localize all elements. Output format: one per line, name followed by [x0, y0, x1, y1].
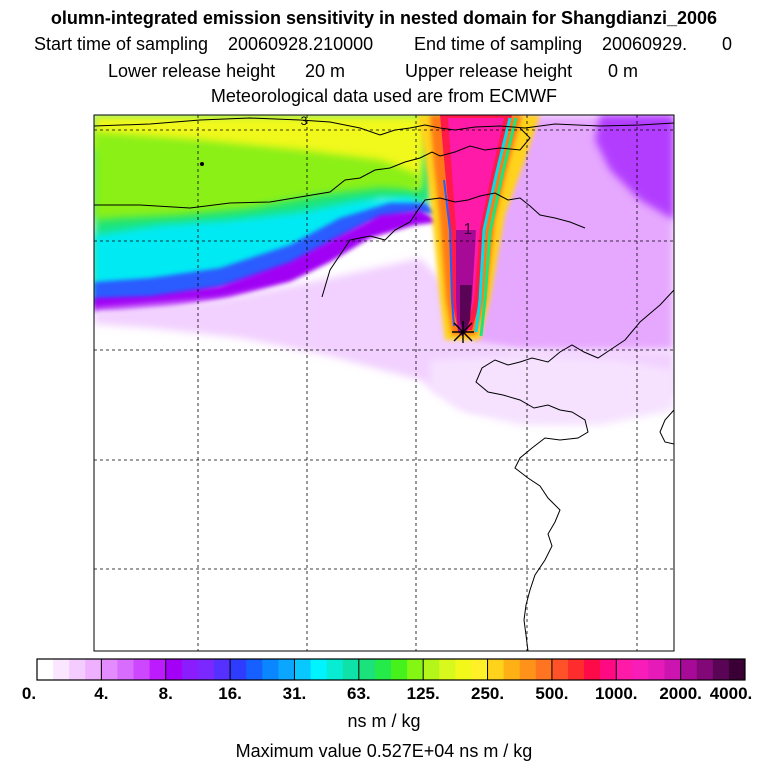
colorbar-swatch — [149, 659, 167, 680]
star-stroke — [453, 322, 473, 342]
colorbar-tick-label: 31. — [282, 684, 307, 703]
colorbar-swatch — [133, 659, 151, 680]
colorbar-swatch — [616, 659, 633, 680]
colorbar-tick-label: 16. — [218, 684, 242, 703]
lower-release-label: Lower release height — [108, 61, 276, 81]
field-blue-band — [94, 203, 440, 305]
coastlines — [94, 117, 674, 651]
colorbar-swatch — [423, 659, 440, 680]
start-time-value: 20060928.210000 — [228, 34, 374, 54]
receptor-star-icon — [452, 321, 474, 343]
marker-label: 3 — [301, 114, 308, 128]
lower-release-value: 20 m — [305, 61, 346, 81]
field-plume-fringe-3 — [443, 179, 455, 327]
colorbar-swatch — [197, 659, 215, 680]
colorbar-tick-label: 0. — [21, 684, 37, 703]
colorbar-swatch — [728, 659, 746, 680]
border-north — [94, 117, 674, 136]
colorbar-swatch — [632, 659, 649, 680]
upper-release-label: Upper release height — [405, 61, 573, 81]
field-southern-haze — [430, 355, 674, 425]
colorbar-swatch — [519, 659, 537, 680]
colorbar-swatch — [53, 659, 70, 680]
colorbar-swatch — [181, 659, 199, 680]
colorbar-swatch — [342, 659, 360, 680]
colorbar-swatch — [37, 659, 54, 680]
colorbar-units: ns m / kg — [347, 711, 421, 731]
upper-release-value: 0 m — [608, 61, 639, 81]
coast-island — [659, 409, 674, 445]
border-mid — [94, 127, 531, 209]
colorbar-swatch — [600, 659, 617, 680]
max-value: 0.527E+04 ns m / kg — [366, 741, 533, 761]
end-time-label: End time of sampling — [414, 34, 583, 54]
colorbar-swatch — [648, 659, 666, 680]
colorbar-swatch — [584, 659, 601, 680]
colorbar-swatch — [439, 659, 456, 680]
colorbar-swatch — [326, 659, 344, 680]
coast-east — [475, 289, 674, 651]
colorbar-tick-label: 500. — [535, 684, 569, 703]
colorbar-swatch — [117, 659, 135, 680]
coast-bay — [321, 192, 586, 298]
field-plume-fringe-2 — [479, 117, 518, 337]
colorbar-swatch — [487, 659, 505, 680]
field-plume-fringe — [474, 117, 512, 333]
colorbar — [37, 659, 746, 680]
grid — [94, 115, 674, 651]
colorbar-swatch — [391, 659, 408, 680]
max-value-label: Maximum value — [235, 741, 362, 761]
colorbar-swatch — [374, 659, 392, 680]
colorbar-tick-label: 2000. — [659, 684, 702, 703]
colorbar-swatch — [230, 659, 247, 680]
colorbar-swatch — [455, 659, 472, 680]
map-frame — [93, 114, 675, 652]
colorbar-swatch — [246, 659, 263, 680]
colorbar-swatch — [101, 659, 118, 680]
colorbar-swatch — [262, 659, 279, 680]
field-violet-band — [94, 210, 440, 312]
colorbar-swatch — [310, 659, 328, 680]
colorbar-swatch — [69, 659, 86, 680]
start-time-label: Start time of sampling — [34, 34, 209, 54]
colorbar-swatch — [503, 659, 521, 680]
colorbar-swatch — [358, 659, 376, 680]
colorbar-swatch — [85, 659, 102, 680]
colorbar-swatch — [165, 659, 183, 680]
colorbar-swatch — [664, 659, 682, 680]
colorbar-swatch — [680, 659, 698, 680]
field-east-violet — [595, 115, 674, 220]
colorbar-swatch — [551, 659, 569, 680]
colorbar-tick-label: 4. — [94, 684, 109, 703]
colorbar-swatch — [568, 659, 585, 680]
colorbar-swatch — [407, 659, 424, 680]
colorbar-tick-label: 8. — [158, 684, 173, 703]
colorbar-tick-label: 250. — [470, 684, 505, 703]
title-line-1: olumn-integrated emission sensitivity in… — [50, 8, 718, 28]
colorbar-tick-label: 125. — [406, 684, 440, 703]
colorbar-tick-label: 4000. — [709, 684, 753, 703]
end-time-extra: 0 — [722, 34, 733, 54]
contour-label: 1 — [464, 221, 473, 238]
colorbar-tick-label: 1000. — [594, 684, 638, 703]
field-green-sub — [94, 132, 420, 220]
colorbar-swatch — [471, 659, 489, 680]
colorbar-swatch — [696, 659, 714, 680]
max-value-line: Maximum value 0.527E+04 ns m / kg — [0, 741, 768, 762]
title-line-4: Meteorological data used are from ECMWF — [210, 86, 558, 106]
colorbar-swatch — [214, 659, 231, 680]
sensitivity-field — [94, 115, 674, 651]
colorbar-tick-label: 63. — [346, 684, 371, 703]
colorbar-swatch — [712, 659, 730, 680]
colorbar-swatch — [278, 659, 295, 680]
end-time-value: 20060929. — [602, 34, 688, 54]
colorbar-frame — [36, 658, 746, 681]
field-dot — [200, 162, 204, 166]
colorbar-swatch — [294, 659, 312, 680]
colorbar-swatch — [535, 659, 553, 680]
